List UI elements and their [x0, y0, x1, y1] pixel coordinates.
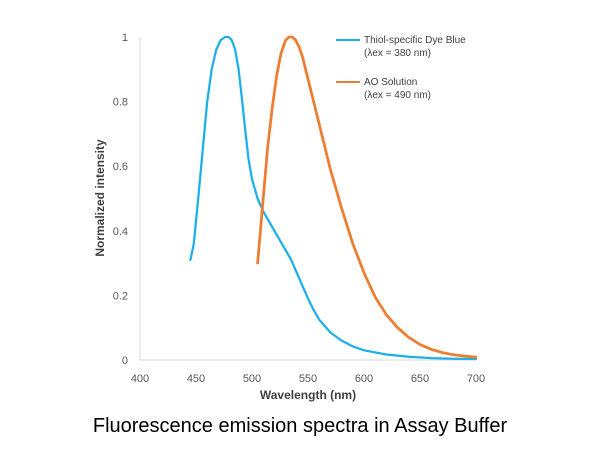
x-axis-title: Wavelength (nm): [260, 388, 356, 402]
x-tick-label: 400: [131, 373, 149, 385]
x-tick-labels: 400 450 500 550 600 650 700: [131, 373, 485, 385]
y-axis-title: Normalized intensity: [93, 139, 107, 257]
y-tick-label: 0.2: [113, 290, 128, 302]
legend-label-1-sub: (λex = 380 nm): [364, 48, 431, 59]
x-tick-label: 600: [355, 373, 373, 385]
series-group: [189, 35, 478, 361]
x-tick-label: 650: [411, 373, 429, 385]
series-line-1: [189, 35, 478, 361]
y-tick-label: 0: [122, 355, 128, 367]
figure-caption: Fluorescence emission spectra in Assay B…: [92, 415, 508, 437]
legend-label-1: Thiol-specific Dye Blue: [364, 35, 466, 46]
series-line-2: [256, 35, 478, 359]
x-tick-label: 500: [243, 373, 261, 385]
y-tick-labels: 0 0.2 0.4 0.6 0.8 1: [113, 32, 128, 367]
legend: Thiol-specific Dye Blue (λex = 380 nm) A…: [336, 35, 466, 101]
x-tick-label: 700: [467, 373, 485, 385]
y-tick-label: 1: [122, 32, 128, 44]
x-tick-label: 450: [187, 373, 205, 385]
y-tick-label: 0.6: [113, 161, 128, 173]
legend-label-2: AO Solution: [364, 77, 417, 88]
chart: 0 0.2 0.4 0.6 0.8 1 400 450 500 550 600 650 700 Nor…: [93, 32, 485, 402]
y-tick-label: 0.4: [113, 226, 128, 238]
legend-label-2-sub: (λex = 490 nm): [364, 90, 431, 101]
x-tick-label: 550: [299, 373, 317, 385]
y-tick-label: 0.8: [113, 97, 128, 109]
